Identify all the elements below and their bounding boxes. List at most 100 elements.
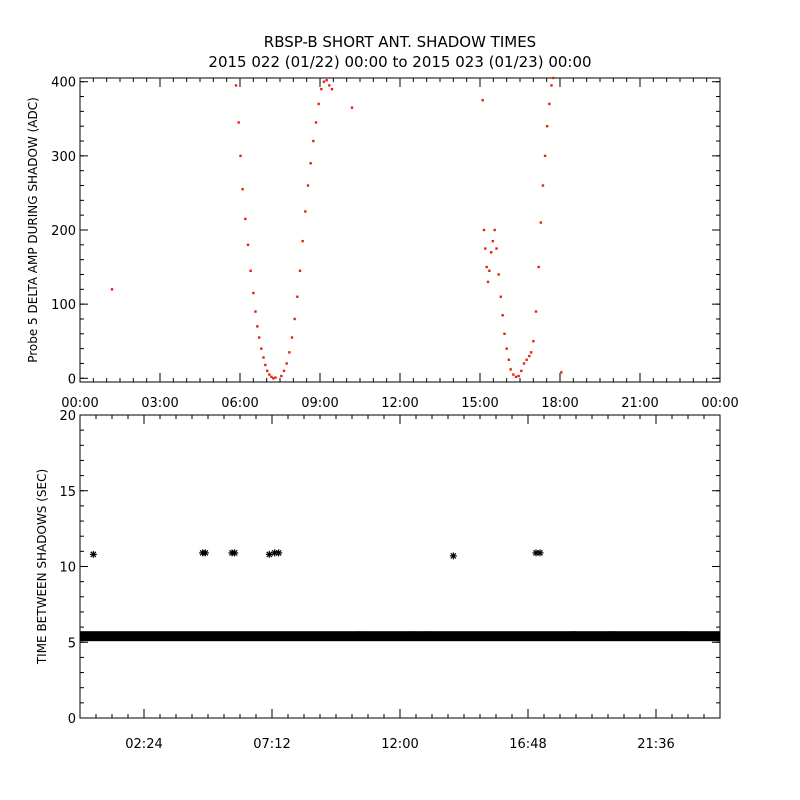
data-point <box>317 102 320 106</box>
data-point <box>503 332 506 336</box>
data-point <box>512 373 515 376</box>
x-tick-label: 09:00 <box>301 396 338 411</box>
x-tick-label: 16:48 <box>509 737 546 752</box>
data-point <box>265 550 273 558</box>
data-point <box>231 549 239 557</box>
data-point <box>541 184 545 187</box>
data-point <box>552 76 555 80</box>
data-point <box>528 354 531 358</box>
data-point <box>110 288 114 291</box>
data-point <box>312 139 315 143</box>
y-tick-label: 300 <box>51 150 76 165</box>
data-point <box>571 631 579 639</box>
data-point <box>481 99 484 102</box>
data-point <box>499 295 502 298</box>
data-point <box>550 84 553 87</box>
data-point <box>491 239 494 243</box>
data-point <box>314 121 318 124</box>
data-point <box>264 363 267 367</box>
data-point <box>488 269 491 272</box>
data-point <box>256 325 259 328</box>
y-axis-label: Probe 5 DELTA AMP DURING SHADOW (ADC) <box>26 97 40 363</box>
data-point <box>486 280 490 284</box>
data-point <box>254 310 257 313</box>
data-point <box>546 124 549 128</box>
data-point <box>268 373 271 376</box>
data-point <box>275 549 283 557</box>
data-point <box>484 247 487 250</box>
data-point <box>293 317 296 321</box>
data-point <box>509 368 512 371</box>
data-point <box>234 84 238 87</box>
data-point <box>539 221 542 224</box>
data-point <box>266 369 269 373</box>
data-point <box>505 347 508 350</box>
data-point <box>330 87 334 91</box>
data-point <box>244 217 247 221</box>
data-point <box>249 269 252 272</box>
x-tick-label: 03:00 <box>141 396 178 411</box>
data-point <box>274 376 277 379</box>
top-panel: Probe 5 DELTA AMP DURING SHADOW (ADC) 0 10… <box>26 76 739 411</box>
data-point <box>520 369 523 373</box>
plot-frame <box>79 77 721 383</box>
data-point <box>325 79 328 82</box>
data-point <box>501 314 504 317</box>
data-point <box>530 351 533 354</box>
data-point <box>322 80 326 83</box>
data-point <box>485 265 488 269</box>
x-tick-label: 21:00 <box>621 396 658 411</box>
data-point <box>359 631 367 639</box>
data-point <box>301 239 304 243</box>
data-point <box>493 228 496 232</box>
data-point <box>517 374 520 378</box>
x-tick-label: 06:00 <box>221 396 258 411</box>
data-point <box>296 295 299 298</box>
x-tick-label: 07:12 <box>253 737 290 752</box>
baseline-band <box>80 631 720 642</box>
data-point <box>543 154 547 158</box>
bottom-panel: TIME BETWEEN SHADOWS (SEC) 0 5 10 15 20 02:24 0… <box>35 409 721 752</box>
y-tick-label: 5 <box>68 636 76 651</box>
data-point <box>285 362 288 365</box>
data-point <box>304 210 307 213</box>
x-tick-label: 02:24 <box>125 737 162 752</box>
data-point <box>262 356 265 359</box>
data-point <box>611 631 619 639</box>
data-point <box>306 184 310 187</box>
data-point <box>350 106 354 109</box>
x-tick-label: 00:00 <box>701 396 738 411</box>
data-point <box>288 351 291 354</box>
data-point <box>537 265 540 269</box>
data-point <box>290 336 294 339</box>
data-point <box>681 631 689 639</box>
y-tick-label: 15 <box>59 485 76 500</box>
data-point <box>497 273 500 276</box>
chart-title-line1: RBSP-B SHORT ANT. SHADOW TIMES <box>264 33 536 51</box>
data-point <box>237 121 240 124</box>
y-tick-label: 10 <box>59 561 76 576</box>
data-point <box>536 549 544 557</box>
x-tick-label: 21:36 <box>637 737 674 752</box>
y-tick-label: 400 <box>51 76 76 91</box>
data-point <box>258 336 261 339</box>
chart-title-line2: 2015 022 (01/22) 00:00 to 2015 023 (01/2… <box>208 53 591 71</box>
data-point <box>532 340 535 343</box>
data-point <box>328 84 331 87</box>
data-point <box>252 291 255 295</box>
y-tick-label: 200 <box>51 224 76 239</box>
data-point <box>525 358 528 361</box>
plot-frame <box>79 414 721 719</box>
x-tick-label: 18:00 <box>541 396 578 411</box>
data-point <box>560 371 563 374</box>
data-point <box>320 87 323 91</box>
data-point <box>89 550 97 558</box>
data-point <box>260 347 263 350</box>
data-point <box>280 374 283 378</box>
x-tick-label: 12:00 <box>381 396 418 411</box>
data-point <box>424 631 432 639</box>
y-tick-label: 0 <box>68 712 76 727</box>
data-point <box>522 362 526 365</box>
data-point <box>272 377 275 380</box>
y-axis-label: TIME BETWEEN SHADOWS (SEC) <box>35 469 49 665</box>
